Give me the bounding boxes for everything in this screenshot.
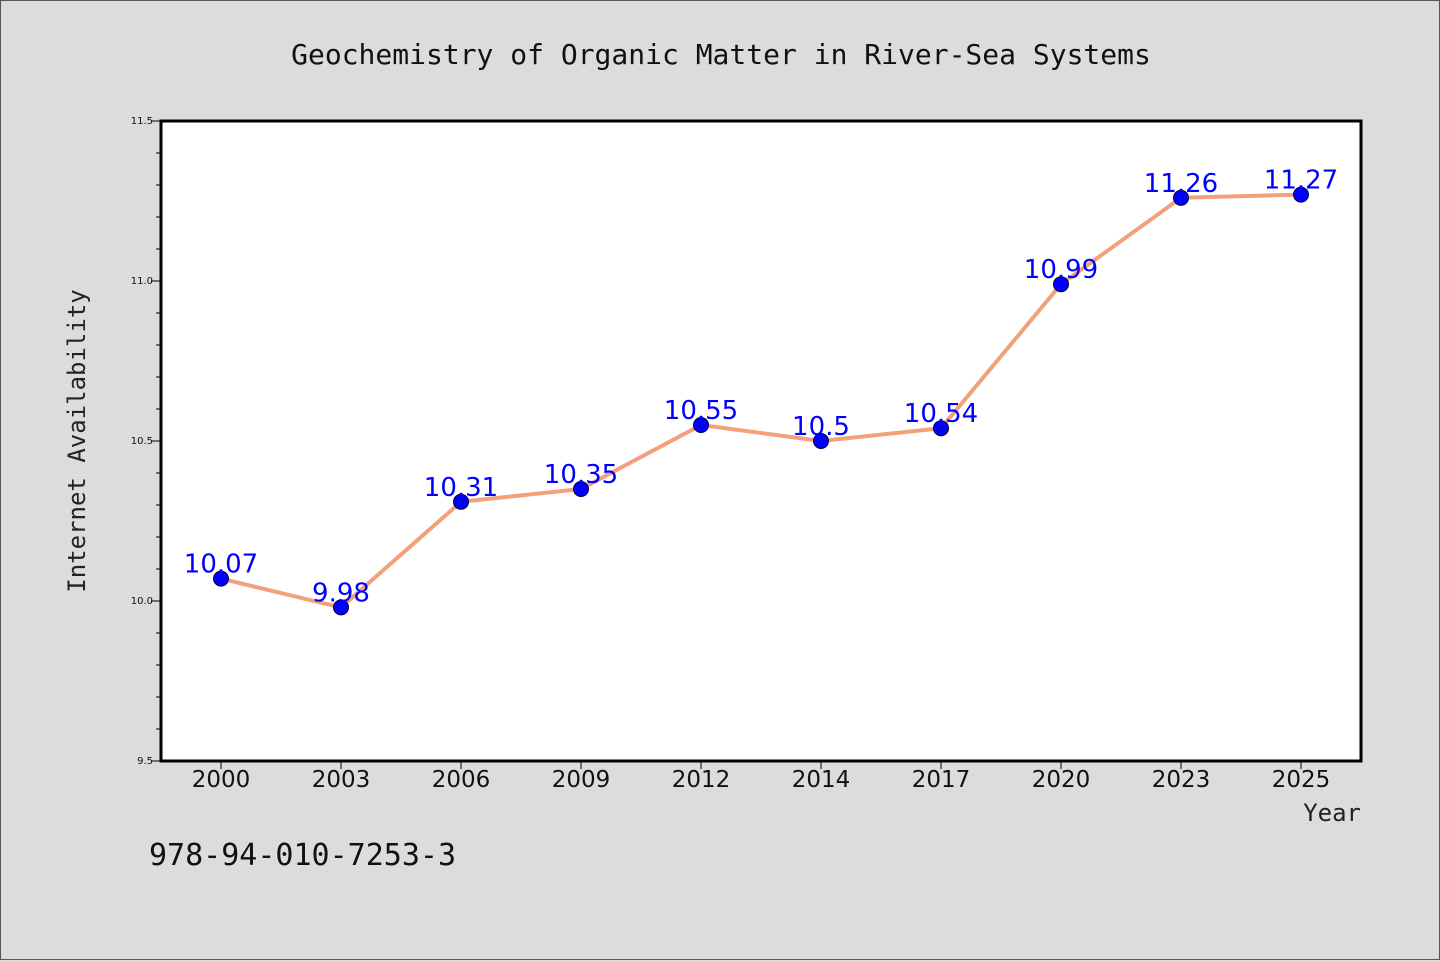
data-point [693, 417, 709, 433]
data-label: 10.99 [1024, 255, 1098, 285]
data-point [1293, 186, 1309, 203]
y-tick-label: 10.5 [131, 436, 153, 447]
x-tick-label: 2006 [432, 767, 491, 793]
y-tick-label: 10.0 [131, 596, 153, 607]
data-label: 11.27 [1264, 166, 1338, 196]
data-label: 10.35 [544, 460, 618, 490]
x-tick-label: 2023 [1152, 767, 1211, 793]
x-tick-label: 2014 [792, 767, 851, 793]
data-label: 10.07 [184, 550, 258, 580]
data-label: 9.98 [312, 578, 370, 608]
y-tick-label: 11.0 [131, 276, 153, 287]
data-label: 10.54 [904, 399, 978, 429]
series-line [220, 192, 1302, 610]
data-point [573, 481, 589, 497]
x-tick-label: 2009 [552, 767, 611, 793]
isbn-text: 978-94-010-7253-3 [149, 838, 456, 873]
y-tick-label: 11.5 [131, 116, 153, 127]
x-tick-label: 2012 [672, 767, 731, 793]
x-axis-ticks [220, 761, 1302, 769]
x-tick-label: 2000 [192, 767, 251, 793]
x-tick-label: 2017 [912, 767, 971, 793]
data-labels: 10.07 9.98 10.31 10.35 10.55 10.5 10.54 10.99 11… [184, 166, 1338, 609]
data-label: 10.31 [424, 473, 498, 503]
data-point [1053, 276, 1069, 293]
data-point [453, 493, 469, 510]
data-label: 11.26 [1144, 169, 1218, 199]
chart-title: Geochemistry of Organic Matter in River-… [291, 38, 1151, 71]
x-axis-tick-labels: 2000 2003 2006 2009 2012 2014 2017 2020 2023 2025 [192, 767, 1331, 793]
data-points [213, 186, 1309, 616]
x-axis-title: Year [1303, 799, 1361, 827]
data-label: 10.5 [792, 412, 850, 442]
x-tick-label: 2003 [312, 767, 371, 793]
data-point [813, 433, 829, 449]
y-axis-title: Internet Availability [63, 289, 91, 592]
data-point [933, 420, 949, 437]
data-point [213, 570, 229, 587]
y-tick-label: 9.5 [137, 756, 153, 767]
data-point [1173, 189, 1189, 206]
x-tick-label: 2025 [1272, 767, 1331, 793]
data-point [333, 599, 349, 616]
x-tick-label: 2020 [1032, 767, 1091, 793]
y-axis-ticks [151, 120, 161, 762]
data-label: 10.55 [664, 396, 738, 426]
plot-area [159, 119, 1363, 763]
y-axis-tick-labels: 9.5 10.0 10.5 11.0 11.5 [131, 116, 153, 767]
